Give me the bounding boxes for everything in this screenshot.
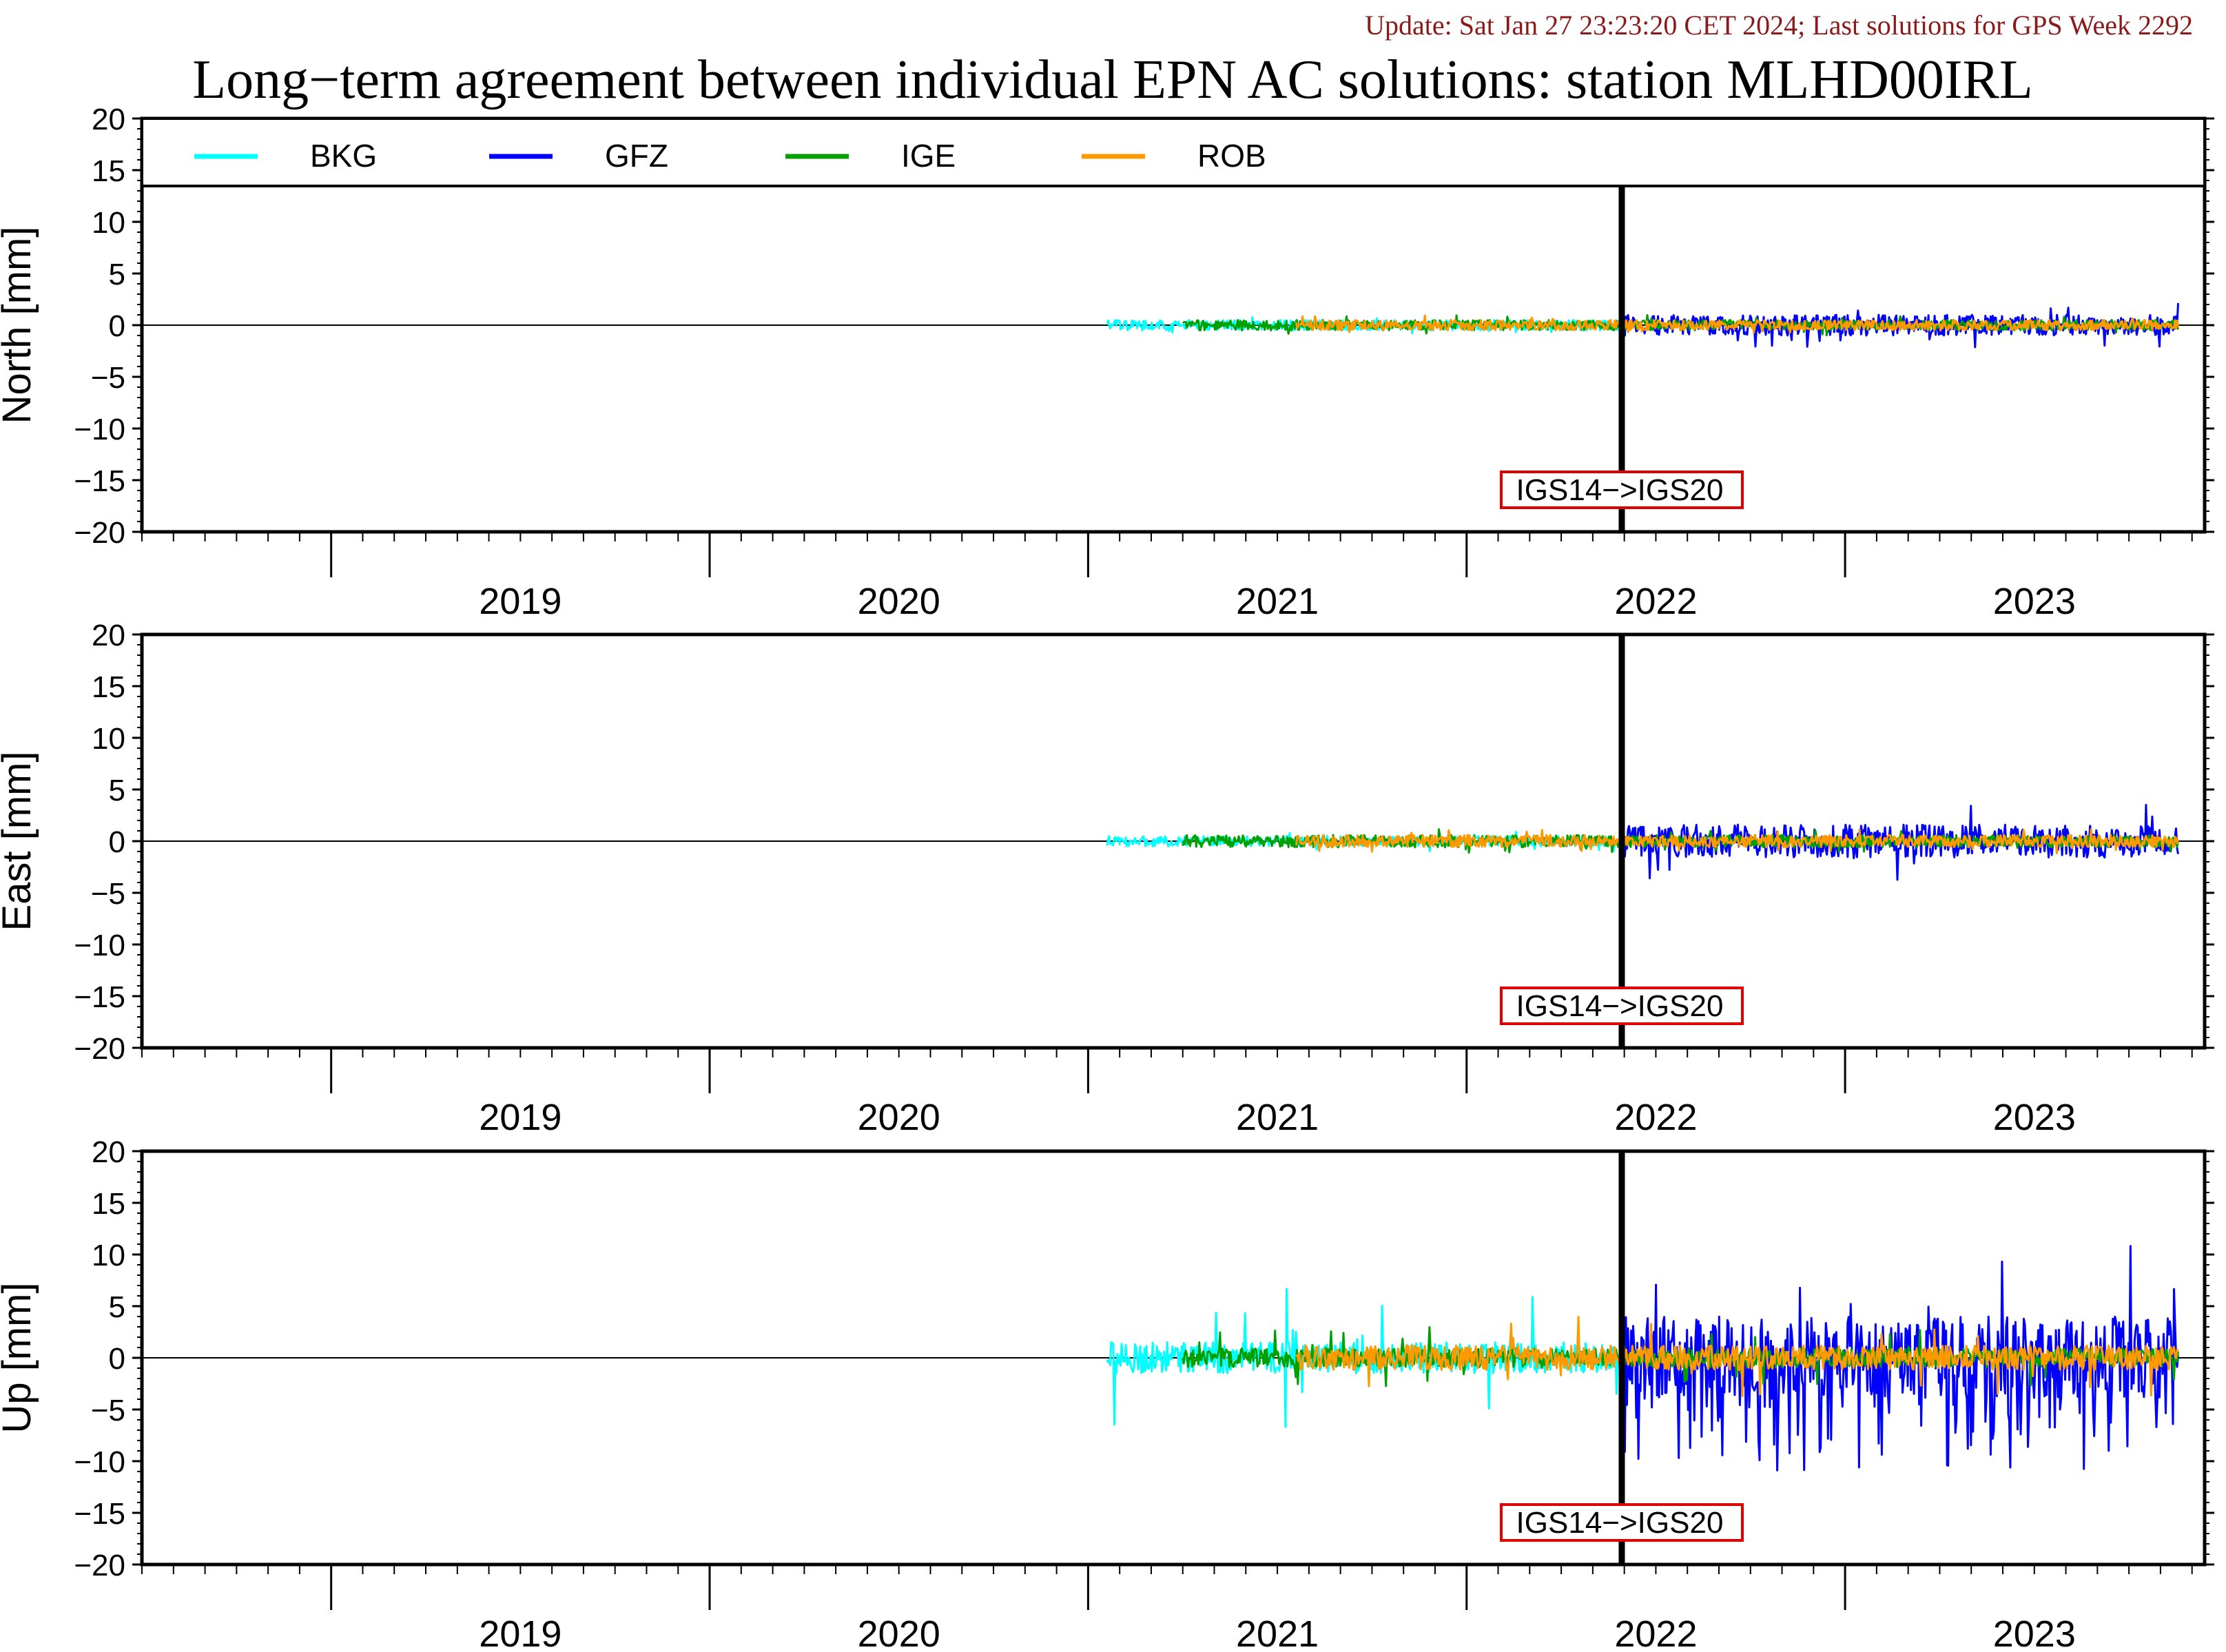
x-tick-label: 2022	[1614, 1613, 1697, 1652]
y-tick-label: 15	[92, 154, 125, 188]
event-label: IGS14−>IGS20	[1499, 1503, 1744, 1542]
y-tick-label: 10	[92, 206, 125, 240]
y-tick-label: 5	[109, 774, 125, 807]
chart-title: Long−term agreement between individual E…	[192, 50, 2032, 110]
y-tick-label: −5	[91, 1394, 125, 1427]
y-tick-label: 5	[109, 258, 125, 291]
y-tick-label: −15	[74, 980, 125, 1014]
series-rob	[1295, 314, 2179, 336]
series-rob	[1295, 828, 2179, 854]
y-tick-label: −20	[74, 1549, 125, 1582]
panels: BKG GFZ IGE ROB IGS14−>IGS20 20 15 10 5 0 −5 −10 −15…	[0, 103, 2214, 1652]
x-tick-label: 2023	[1993, 1613, 2076, 1652]
y-tick-label: 0	[109, 825, 125, 859]
legend-label-ige: IGE	[901, 138, 956, 174]
y-tick-label: −5	[91, 877, 125, 911]
y-tick-label: 5	[109, 1290, 125, 1324]
y-tick-label: 0	[109, 309, 125, 343]
x-tick-label: 2019	[479, 1097, 561, 1138]
y-tick-label: −15	[74, 464, 125, 498]
y-tick-label: 10	[92, 1239, 125, 1272]
panel-1: IGS14−>IGS20 20 15 10 5 0 −5 −10 −15 −20 East [mm]…	[0, 619, 2214, 1138]
legend-label-rob: ROB	[1197, 138, 1266, 174]
x-tick-label: 2023	[1993, 581, 2076, 622]
event-label: IGS14−>IGS20	[1499, 987, 1744, 1025]
y-tick-label: −20	[74, 516, 125, 550]
x-tick-label: 2020	[858, 581, 940, 622]
panel-0: BKG GFZ IGE ROB IGS14−>IGS20 20 15 10 5 0 −5 −10 −15…	[0, 103, 2214, 622]
y-axis-label: Up [mm]	[0, 1282, 39, 1433]
svg-text:IGS14−>IGS20: IGS14−>IGS20	[1516, 473, 1724, 507]
y-tick-label: 20	[92, 103, 125, 136]
y-tick-label: −10	[74, 1445, 125, 1479]
x-tick-label: 2020	[858, 1613, 940, 1652]
x-tick-label: 2022	[1614, 581, 1697, 622]
svg-text:IGS14−>IGS20: IGS14−>IGS20	[1516, 1506, 1724, 1540]
series-rob	[1295, 1316, 2179, 1398]
x-tick-label: 2021	[1236, 1097, 1319, 1138]
x-tick-label: 2021	[1236, 1613, 1319, 1652]
update-text: Update: Sat Jan 27 23:23:20 CET 2024; La…	[1365, 10, 2193, 41]
y-tick-label: 20	[92, 619, 125, 652]
y-tick-label: −5	[91, 361, 125, 395]
panel-2: IGS14−>IGS20 20 15 10 5 0 −5 −10 −15 −20 Up [mm] 20…	[0, 1135, 2214, 1652]
legend-label-gfz: GFZ	[605, 138, 668, 174]
y-tick-label: 15	[92, 670, 125, 704]
x-tick-label: 2022	[1614, 1097, 1697, 1138]
x-tick-label: 2020	[858, 1097, 940, 1138]
event-label: IGS14−>IGS20	[1499, 471, 1744, 509]
y-tick-label: 20	[92, 1135, 125, 1169]
y-tick-label: 0	[109, 1342, 125, 1376]
legend-label-bkg: BKG	[310, 138, 377, 174]
y-axis-label: East [mm]	[0, 751, 39, 931]
y-tick-label: 10	[92, 722, 125, 756]
x-tick-label: 2023	[1993, 1097, 2076, 1138]
y-tick-label: 15	[92, 1187, 125, 1221]
y-tick-label: −10	[74, 413, 125, 446]
svg-text:IGS14−>IGS20: IGS14−>IGS20	[1516, 989, 1724, 1023]
x-tick-label: 2019	[479, 1613, 561, 1652]
y-tick-label: −10	[74, 929, 125, 962]
x-tick-label: 2021	[1236, 581, 1319, 622]
legend	[141, 117, 2206, 187]
y-tick-label: −20	[74, 1032, 125, 1066]
y-tick-label: −15	[74, 1497, 125, 1531]
x-tick-label: 2019	[479, 581, 561, 622]
y-axis-label: North [mm]	[0, 227, 39, 424]
